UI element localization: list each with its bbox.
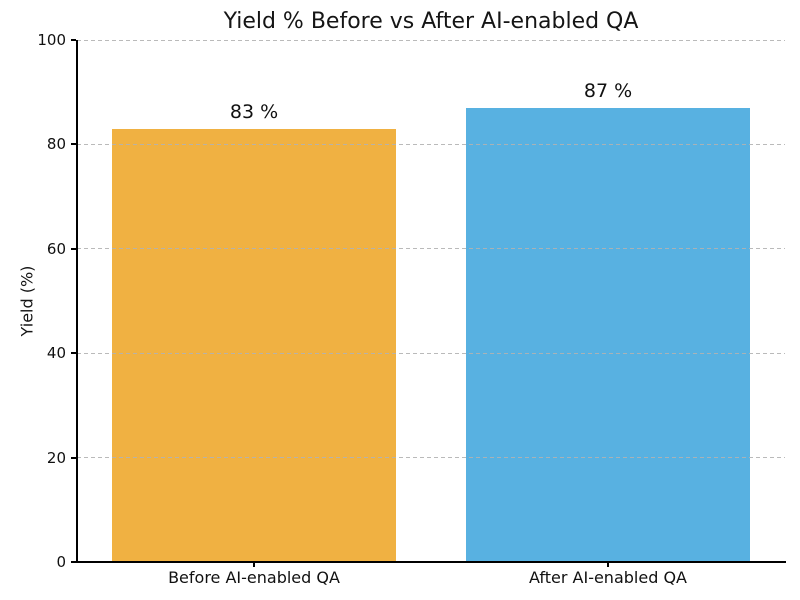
x-axis-spine	[76, 561, 786, 563]
x-tick-label-after: After AI-enabled QA	[529, 568, 687, 587]
bar-value-label-after: 87 %	[583, 79, 633, 102]
x-tick-1	[607, 562, 609, 567]
y-tick-0	[71, 561, 76, 563]
y-tick-100	[71, 39, 76, 41]
bar-before	[112, 128, 396, 562]
y-tick-label-100: 100	[37, 31, 66, 49]
y-tick-label-0: 0	[56, 553, 66, 571]
gridline-100	[77, 39, 785, 41]
bar-after	[466, 107, 750, 562]
chart-title: Yield % Before vs After AI-enabled QA	[223, 9, 639, 34]
y-tick-80	[71, 143, 76, 146]
y-tick-label-20: 20	[46, 448, 66, 467]
gridline-80	[77, 143, 785, 145]
y-tick-20	[71, 456, 76, 459]
y-axis-spine	[76, 40, 78, 563]
y-tick-label-40: 40	[46, 344, 66, 363]
y-tick-label-80: 80	[46, 135, 66, 154]
x-tick-0	[253, 562, 255, 567]
y-axis-label: Yield (%)	[17, 265, 37, 337]
bar-value-label-before: 83 %	[229, 100, 279, 123]
gridline-60	[77, 248, 785, 250]
gridline-20	[77, 457, 785, 459]
x-tick-label-before: Before AI-enabled QA	[168, 568, 340, 587]
y-tick-40	[71, 352, 76, 355]
y-tick-label-60: 60	[46, 239, 66, 258]
y-tick-60	[71, 247, 76, 250]
gridline-40	[77, 352, 785, 354]
